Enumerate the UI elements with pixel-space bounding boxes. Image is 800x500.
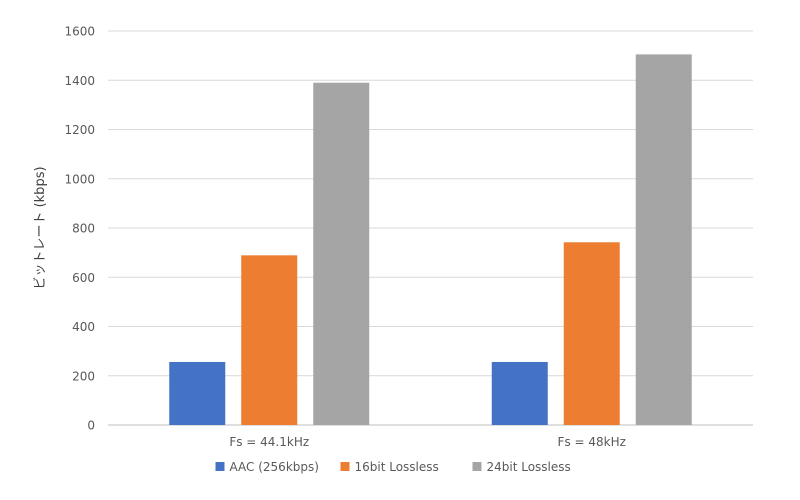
bar	[491, 361, 548, 425]
y-tick-label: 800	[72, 222, 95, 236]
y-tick-label: 200	[72, 369, 95, 383]
legend-swatch	[472, 462, 482, 471]
x-category-label: Fs = 48kHz	[558, 435, 626, 449]
legend: AAC (256kbps) 16bit Lossless 24bit Lossles…	[215, 460, 571, 474]
y-tick-label: 400	[72, 320, 95, 334]
y-tick-label: 1000	[64, 172, 95, 186]
axes: 0 200 400 600 800 1000 1200 1400 1600 Fs = 44.1kH…	[64, 25, 625, 450]
bar	[241, 255, 298, 425]
y-axis-title: ビットレート (kbps)	[33, 166, 48, 289]
bar	[313, 82, 370, 426]
y-tick-label: 1200	[64, 123, 95, 137]
legend-label: 16bit Lossless	[355, 460, 439, 474]
y-tick-label: 0	[87, 419, 95, 433]
bars	[169, 54, 692, 426]
legend-label: 24bit Lossless	[487, 460, 571, 474]
legend-label: AAC (256kbps)	[230, 460, 319, 474]
bar	[635, 54, 692, 426]
legend-swatch	[215, 462, 225, 471]
y-tick-label: 1400	[64, 74, 95, 88]
bar	[169, 361, 226, 425]
x-category-label: Fs = 44.1kHz	[229, 435, 309, 449]
legend-swatch	[340, 462, 350, 471]
bar	[563, 242, 620, 425]
y-tick-label: 600	[72, 271, 95, 285]
y-tick-label: 1600	[64, 25, 95, 39]
